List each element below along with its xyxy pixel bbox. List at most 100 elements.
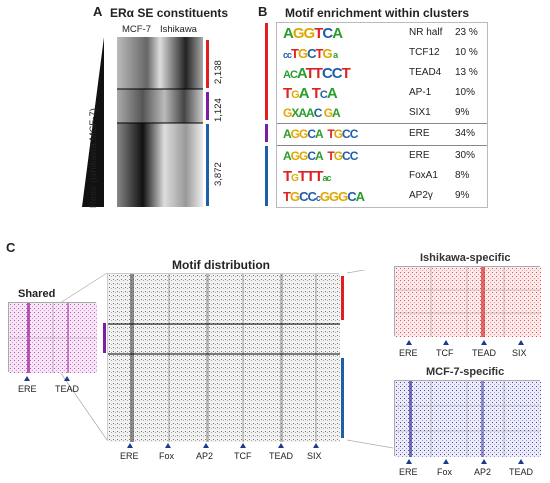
count-red: 2,138	[213, 60, 224, 84]
motif-pct: 8%	[455, 170, 470, 181]
panel-a-title: ERα SE constituents	[110, 6, 229, 20]
motif-name: AP2γ	[409, 190, 433, 201]
motif-name: TEAD4	[409, 67, 442, 78]
motif-logo: GXAAC GA	[283, 106, 341, 120]
shared-label-tead: TEAD	[55, 384, 80, 394]
motif-pct: 13 %	[455, 67, 478, 78]
panel-b-bar-purple	[265, 124, 268, 142]
main-bar-red	[341, 276, 344, 320]
motif-row: AGGCA TGCC ERE 34%	[277, 125, 477, 144]
ishikawa-label-six: SIX	[512, 348, 527, 358]
motif-row: GXAAC GA SIX1 9%	[277, 104, 477, 123]
motif-pct: 9%	[455, 107, 470, 118]
divider	[277, 123, 487, 124]
ishikawa-marker-six	[518, 340, 524, 345]
main-bar-blue	[341, 358, 344, 438]
motif-name: NR half	[409, 27, 443, 38]
panel-c-title: Motif distribution	[172, 258, 270, 272]
motif-pct: 30%	[455, 150, 476, 161]
shared-marker-tead	[64, 376, 70, 381]
ishikawa-heatmap	[394, 266, 541, 337]
connector-lines	[60, 270, 394, 449]
label-six: SIX	[307, 451, 322, 461]
marker-ap2	[203, 443, 209, 448]
motif-row: AGGTCA NR half 23 %	[277, 24, 478, 43]
motif-logo: TGTTTac	[283, 168, 331, 185]
cluster-bar-purple	[206, 92, 209, 120]
mcf7-marker-ere	[406, 459, 412, 464]
shared-title: Shared	[18, 288, 56, 300]
motif-logo: ccTGCTG a	[283, 46, 338, 61]
marker-ere	[127, 443, 133, 448]
motif-logo: AGGTCA	[283, 25, 343, 42]
motif-row: TGA TCA AP-1 10%	[277, 84, 477, 103]
motif-pct: 9%	[455, 190, 470, 201]
cluster-bar-red	[206, 40, 209, 88]
label-ap2: AP2	[196, 451, 214, 461]
motif-logo: TGA TCA	[283, 85, 338, 102]
ishikawa-marker-tead	[481, 340, 487, 345]
ratio-triangle	[82, 37, 104, 207]
motif-name: ERE	[409, 128, 430, 139]
motif-name: FoxA1	[409, 170, 438, 181]
ishikawa-label-ere: ERE	[399, 348, 418, 358]
shared-heatmap	[8, 302, 97, 373]
motif-row: ccTGCTG a TCF12 10 %	[277, 44, 478, 63]
mcf7-marker-fox	[443, 459, 449, 464]
motif-table: AGGTCA NR half 23 % ccTGCTG a TCF12 10 %…	[276, 22, 488, 208]
mcf7-heatmap	[394, 380, 541, 457]
marker-six	[313, 443, 319, 448]
heatmap-a	[117, 37, 203, 207]
shared-label-ere: ERE	[18, 384, 37, 394]
panel-c-letter: C	[6, 240, 16, 255]
label-tcf: TCF	[234, 451, 252, 461]
motif-logo: TGCCcGGGCA	[283, 189, 365, 204]
motif-name: ERE	[409, 150, 430, 161]
motif-logo: ACATTCCT	[283, 65, 351, 82]
motif-name: TCF12	[409, 47, 440, 58]
mcf7-label-tead: TEAD	[509, 467, 534, 477]
panel-a-col-ishikawa: Ishikawa	[160, 24, 197, 35]
motif-row: AGGCA TGCC ERE 30%	[277, 147, 477, 166]
motif-name: AP-1	[409, 87, 432, 98]
label-ere: ERE	[120, 451, 139, 461]
motif-row: TGTTTac FoxA1 8%	[277, 167, 477, 186]
mcf7-marker-tead	[518, 459, 524, 464]
divider	[277, 145, 487, 146]
motif-pct: 10 %	[455, 47, 478, 58]
shared-marker-ere	[24, 376, 30, 381]
panel-a-col-mcf7: MCF-7	[122, 24, 152, 35]
motif-pct: 34%	[455, 128, 476, 139]
count-purple: 1,124	[213, 98, 224, 122]
motif-pct: 10%	[455, 87, 476, 98]
motif-logo: AGGCA TGCC	[283, 127, 358, 141]
ishikawa-marker-ere	[406, 340, 412, 345]
ishikawa-label-tcf: TCF	[436, 348, 454, 358]
mcf7-label-fox: Fox	[437, 467, 453, 477]
ishikawa-label-tead: TEAD	[472, 348, 497, 358]
count-blue: 3,872	[213, 162, 224, 186]
mcf7-title: MCF-7-specific	[426, 366, 505, 378]
ishikawa-marker-tcf	[443, 340, 449, 345]
ratio-label: Ratio (Ishikawa:MCF-7)	[88, 108, 99, 208]
marker-tead	[278, 443, 284, 448]
panel-a-letter: A	[93, 4, 103, 19]
motif-name: SIX1	[409, 107, 431, 118]
motif-row: TGCCcGGGCA AP2γ 9%	[277, 187, 477, 206]
label-tead: TEAD	[269, 451, 294, 461]
panel-b-bar-blue	[265, 146, 268, 206]
marker-fox	[165, 443, 171, 448]
label-fox: Fox	[159, 451, 175, 461]
motif-logo: AGGCA TGCC	[283, 149, 358, 163]
mcf7-marker-ap2	[481, 459, 487, 464]
marker-tcf	[240, 443, 246, 448]
motif-row: ACATTCCT TEAD4 13 %	[277, 64, 478, 83]
panel-b-letter: B	[258, 4, 268, 19]
cluster-bar-blue	[206, 124, 209, 206]
panel-b-bar-red	[265, 23, 268, 120]
panel-b-title: Motif enrichment within clusters	[285, 6, 470, 20]
mcf7-label-ere: ERE	[399, 467, 418, 477]
motif-distribution-heatmap	[107, 273, 340, 442]
mcf7-label-ap2: AP2	[474, 467, 492, 477]
ishikawa-title: Ishikawa-specific	[420, 252, 511, 264]
